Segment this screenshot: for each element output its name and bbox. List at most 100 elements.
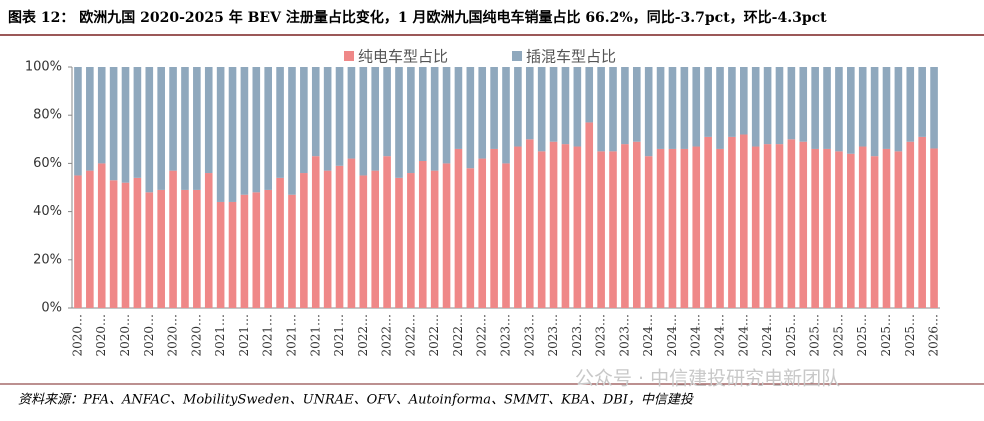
x-tick-label: 2020…: [94, 314, 108, 357]
legend-swatch: [512, 51, 522, 61]
bar-segment: [323, 67, 332, 171]
bar-segment: [609, 151, 617, 308]
bar-segment: [514, 146, 522, 308]
y-tick-label: 60%: [33, 156, 62, 171]
bar-segment: [288, 194, 296, 308]
bar-segment: [216, 201, 225, 308]
bar-segment: [395, 67, 403, 178]
bar-segment: [181, 67, 189, 190]
x-tick-label: 2021…: [284, 314, 298, 357]
bar-segment: [811, 67, 819, 149]
bar-segment: [585, 67, 594, 123]
bar-segment: [858, 67, 867, 147]
bar-segment: [847, 67, 855, 154]
bar-segment: [359, 175, 368, 308]
bar-segment: [157, 189, 165, 308]
bar-segment: [787, 67, 796, 140]
x-tick-label: 2020…: [118, 314, 132, 357]
bar-segment: [763, 144, 772, 308]
bar-segment: [300, 67, 308, 174]
bar-segment: [882, 67, 891, 149]
bar-segment: [407, 67, 415, 174]
bar-segment: [894, 151, 903, 308]
bar-segment: [763, 67, 772, 145]
x-tick-label: 2022…: [475, 314, 489, 357]
bar-segment: [311, 67, 320, 157]
bar-segment: [680, 148, 689, 308]
bar-segment: [930, 67, 938, 149]
bar-segment: [751, 67, 760, 147]
bar-segment: [644, 156, 653, 308]
x-tick-label: 2023…: [570, 314, 584, 357]
x-tick-label: 2022…: [427, 314, 441, 357]
bar-segment: [561, 144, 570, 308]
bar-segment: [870, 67, 879, 157]
bar-segment: [454, 67, 463, 149]
x-tick-label: 2025…: [903, 314, 917, 357]
x-tick-label: 2020…: [189, 314, 203, 357]
bar-segment: [799, 67, 808, 142]
bar-segment: [549, 141, 558, 308]
y-tick-label: 100%: [25, 60, 62, 75]
bar-segment: [383, 67, 391, 157]
bar-segment: [228, 201, 237, 308]
x-tick-label: 2024…: [665, 314, 679, 357]
bar-segment: [918, 67, 926, 137]
x-tick-label: 2024…: [689, 314, 703, 357]
bar-segment: [716, 67, 724, 149]
bar-segment: [823, 67, 831, 149]
bar-segment: [502, 163, 510, 308]
bar-segment: [561, 67, 570, 145]
x-tick-label: 2025…: [831, 314, 845, 357]
bar-segment: [109, 67, 118, 181]
legend-swatch: [344, 51, 354, 61]
x-tick-label: 2022…: [356, 314, 370, 357]
watermark: 公众号 · 中信建投研究电新团队: [575, 368, 840, 390]
bar-segment: [193, 67, 201, 190]
bar-segment: [86, 170, 94, 308]
bar-segment: [632, 67, 641, 142]
bar-segment: [121, 182, 130, 308]
x-tick-label: 2023…: [522, 314, 536, 357]
bar-segment: [407, 173, 415, 308]
x-tick-label: 2025…: [855, 314, 869, 357]
bar-segment: [335, 165, 344, 308]
x-tick-label: 2020…: [70, 314, 84, 357]
bar-segment: [668, 67, 677, 149]
bar-segment: [704, 67, 712, 137]
x-tick-label: 2022…: [403, 314, 417, 357]
bar-segment: [656, 67, 665, 149]
x-tick-label: 2021…: [237, 314, 251, 357]
bar-segment: [490, 148, 498, 308]
x-tick-label: 2022…: [380, 314, 394, 357]
bar-segment: [656, 148, 665, 308]
x-tick-label: 2023…: [617, 314, 631, 357]
bar-segment: [430, 67, 439, 171]
bar-segment: [454, 148, 463, 308]
bar-segment: [870, 156, 879, 308]
legend-label: 纯电车型占比: [358, 48, 448, 66]
bar-segment: [418, 160, 427, 308]
x-tick-label: 2024…: [736, 314, 750, 357]
x-tick-label: 2021…: [332, 314, 346, 357]
bar-segment: [169, 67, 177, 171]
bar-segment: [442, 163, 451, 308]
x-tick-label: 2020…: [166, 314, 180, 357]
bar-segment: [97, 163, 106, 308]
x-tick-label: 2023…: [499, 314, 513, 357]
bar-segment: [97, 67, 106, 164]
bar-segment: [680, 67, 689, 149]
bar-segment: [835, 67, 843, 152]
x-tick-label: 2023…: [594, 314, 608, 357]
bar-segment: [133, 67, 142, 178]
bar-segment: [537, 151, 546, 308]
bar-segment: [145, 192, 154, 308]
bar-segment: [525, 67, 534, 140]
bar-segment: [918, 136, 926, 308]
bar-segment: [894, 67, 903, 152]
bar-segment: [573, 67, 582, 147]
bar-segment: [751, 146, 760, 308]
bar-segment: [597, 67, 605, 152]
bar-segment: [549, 67, 558, 142]
